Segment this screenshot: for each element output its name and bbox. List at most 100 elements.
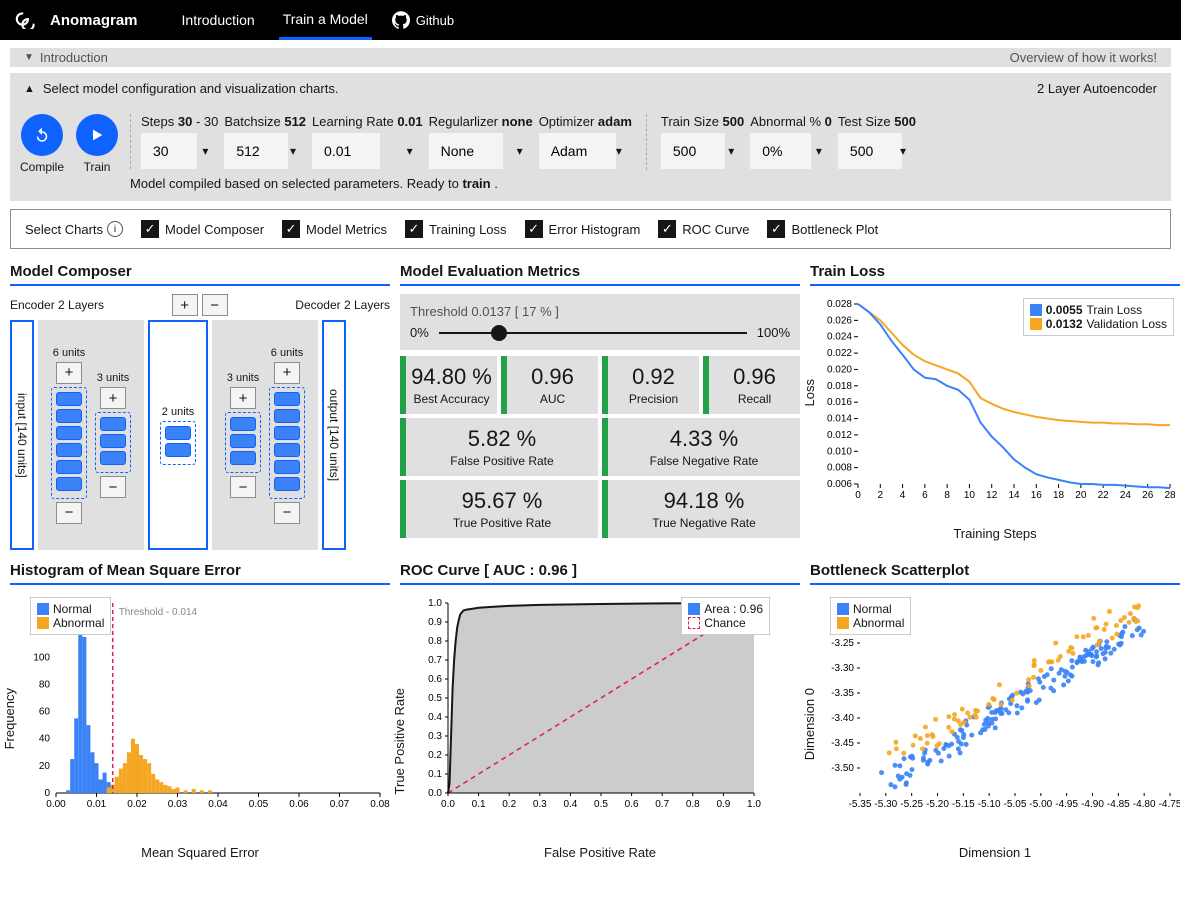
hist-legend: NormalAbnormal — [30, 597, 111, 635]
compile-button[interactable] — [21, 114, 63, 156]
svg-text:0.1: 0.1 — [472, 799, 486, 810]
param-select[interactable]: None — [429, 133, 503, 169]
param-group-1: Steps 30 - 3030Batchsize 512512Learning … — [130, 114, 632, 169]
svg-text:0.028: 0.028 — [827, 299, 852, 310]
chart-toggle[interactable]: ✓Error Histogram — [525, 220, 641, 238]
info-icon[interactable]: i — [107, 221, 123, 237]
svg-text:-4.75: -4.75 — [1159, 799, 1180, 810]
svg-text:0.6: 0.6 — [428, 674, 442, 685]
svg-text:0.4: 0.4 — [428, 712, 442, 723]
metric-card: 0.96AUC — [501, 356, 598, 414]
roc-title: ROC Curve [ AUC : 0.96 ] — [400, 562, 800, 579]
svg-text:0.06: 0.06 — [289, 799, 309, 810]
trainloss-section: Train Loss Loss 0.0280.0260.0240.0220.02… — [810, 263, 1180, 550]
svg-text:1.0: 1.0 — [428, 598, 442, 609]
chart-toggle[interactable]: ✓Training Loss — [405, 220, 507, 238]
chart-toggle[interactable]: ✓Bottleneck Plot — [767, 220, 878, 238]
svg-text:14: 14 — [1008, 490, 1020, 501]
svg-text:0.05: 0.05 — [249, 799, 269, 810]
svg-text:-5.35: -5.35 — [849, 799, 872, 810]
svg-text:20: 20 — [39, 761, 51, 772]
svg-text:-3.45: -3.45 — [831, 738, 854, 749]
svg-text:0.03: 0.03 — [168, 799, 188, 810]
svg-text:0.008: 0.008 — [827, 463, 852, 474]
chart-toggle[interactable]: ✓ROC Curve — [658, 220, 749, 238]
svg-text:0.7: 0.7 — [428, 655, 442, 666]
svg-text:0.1: 0.1 — [428, 769, 442, 780]
svg-text:-3.50: -3.50 — [831, 763, 854, 774]
chart-toggle[interactable]: ✓Model Metrics — [282, 220, 387, 238]
roc-section: ROC Curve [ AUC : 0.96 ] True Positive R… — [400, 562, 800, 860]
svg-text:20: 20 — [1075, 490, 1087, 501]
svg-text:0.0: 0.0 — [428, 788, 442, 799]
svg-text:2: 2 — [878, 490, 884, 501]
svg-text:-4.95: -4.95 — [1055, 799, 1078, 810]
scatter-section: Bottleneck Scatterplot Dimension 0 -3.20… — [810, 562, 1180, 860]
svg-text:0.02: 0.02 — [127, 799, 147, 810]
svg-text:0.022: 0.022 — [827, 348, 852, 359]
svg-text:-5.15: -5.15 — [952, 799, 975, 810]
param-select[interactable]: 0% — [750, 133, 811, 169]
svg-text:-5.10: -5.10 — [978, 799, 1001, 810]
svg-text:0.018: 0.018 — [827, 381, 852, 392]
histogram-section: Histogram of Mean Square Error Frequency… — [10, 562, 390, 860]
svg-text:1.0: 1.0 — [747, 799, 761, 810]
svg-text:0.07: 0.07 — [330, 799, 350, 810]
svg-text:0.010: 0.010 — [827, 446, 852, 457]
svg-text:-4.90: -4.90 — [1081, 799, 1104, 810]
svg-text:0: 0 — [44, 788, 50, 799]
svg-text:-5.00: -5.00 — [1029, 799, 1052, 810]
config-header-right: 2 Layer Autoencoder — [1037, 81, 1157, 96]
select-charts-label: Select Charts — [25, 222, 103, 237]
metric-card: 0.92Precision — [602, 356, 699, 414]
svg-text:0.9: 0.9 — [428, 617, 442, 628]
svg-text:-3.25: -3.25 — [831, 638, 854, 649]
svg-text:0.014: 0.014 — [827, 414, 852, 425]
param-select[interactable]: Adam — [539, 133, 616, 169]
nav-github[interactable]: Github — [392, 11, 454, 29]
svg-text:0.4: 0.4 — [563, 799, 577, 810]
composer-title: Model Composer — [10, 263, 390, 280]
top-nav: Anomagram Introduction Train a Model Git… — [0, 0, 1181, 40]
svg-text:0.0: 0.0 — [441, 799, 455, 810]
train-button[interactable] — [76, 114, 118, 156]
svg-text:0.016: 0.016 — [827, 397, 852, 408]
param-select[interactable]: 500 — [838, 133, 902, 169]
chart-toggle[interactable]: ✓Model Composer — [141, 220, 264, 238]
svg-text:0.5: 0.5 — [428, 693, 442, 704]
svg-text:16: 16 — [1031, 490, 1043, 501]
param-select[interactable]: 500 — [661, 133, 725, 169]
scatter-legend: NormalAbnormal — [830, 597, 911, 635]
remove-bottleneck-btn[interactable]: − — [202, 294, 228, 316]
param-select[interactable]: 512 — [224, 133, 288, 169]
svg-text:24: 24 — [1120, 490, 1132, 501]
svg-text:0.5: 0.5 — [594, 799, 608, 810]
svg-text:4: 4 — [900, 490, 906, 501]
svg-text:-3.40: -3.40 — [831, 713, 854, 724]
add-bottleneck-btn[interactable]: + — [172, 294, 198, 316]
scatter-title: Bottleneck Scatterplot — [810, 562, 1180, 579]
encoder-panel: 6 units+−3 units+− — [38, 320, 144, 550]
input-column: input [140 units] — [10, 320, 34, 550]
collapse-icon: ▲ — [24, 83, 35, 95]
svg-text:0.3: 0.3 — [428, 731, 442, 742]
nav-train[interactable]: Train a Model — [279, 1, 372, 40]
svg-text:0.9: 0.9 — [716, 799, 730, 810]
metrics-title: Model Evaluation Metrics — [400, 263, 800, 280]
nav-intro[interactable]: Introduction — [178, 2, 259, 38]
svg-text:10: 10 — [964, 490, 976, 501]
param-select[interactable]: 0.01 — [312, 133, 380, 169]
config-header[interactable]: ▲ Select model configuration and visuali… — [10, 73, 1171, 104]
threshold-label: Threshold 0.0137 [ 17 % ] — [410, 304, 790, 319]
svg-text:0.006: 0.006 — [827, 479, 852, 490]
select-charts-bar: Select Charts i ✓Model Composer ✓Model Me… — [10, 209, 1171, 249]
param-select[interactable]: 30 — [141, 133, 197, 169]
svg-text:80: 80 — [39, 679, 51, 690]
roc-legend: Area : 0.96Chance — [681, 597, 770, 635]
svg-text:0.2: 0.2 — [428, 750, 442, 761]
svg-text:0.012: 0.012 — [827, 430, 852, 441]
svg-text:-5.25: -5.25 — [900, 799, 923, 810]
threshold-slider[interactable] — [439, 332, 747, 334]
train-label: Train — [84, 160, 111, 174]
svg-text:-5.30: -5.30 — [874, 799, 897, 810]
